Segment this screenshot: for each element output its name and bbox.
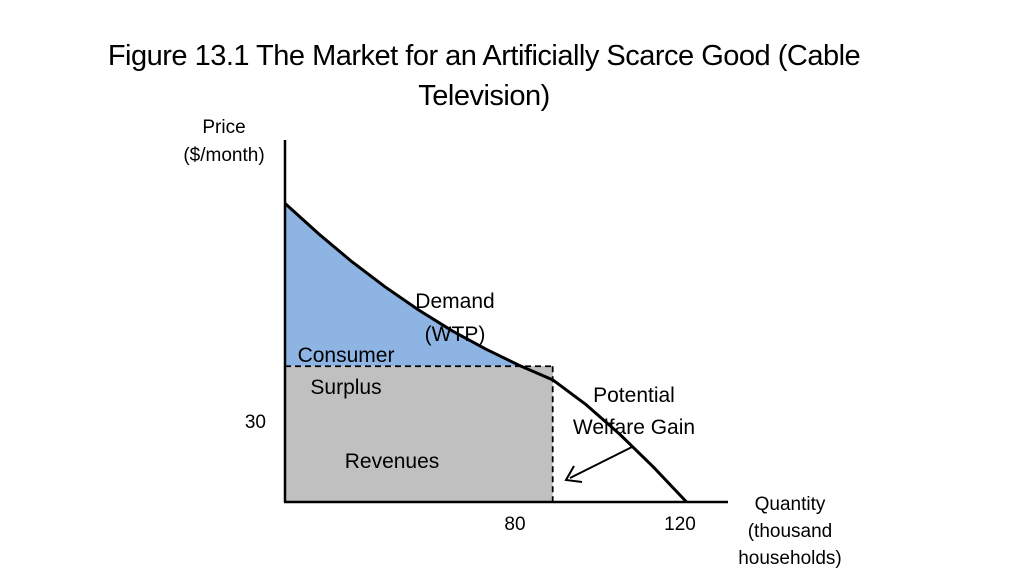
consumer-surplus-label-line-1: Consumer — [298, 344, 395, 367]
chart-regions — [285, 203, 554, 502]
x-tick-80: 80 — [504, 514, 525, 535]
welfare-gain-arrow-head — [564, 465, 583, 483]
title-line-1: Figure 13.1 The Market for an Artificial… — [107, 40, 861, 72]
welfare-gain-arrow-shaft — [569, 446, 633, 479]
demand-label-line-2: (WTP) — [425, 323, 486, 346]
consumer-surplus-label-line-2: Surplus — [310, 376, 381, 399]
welfare-gain-label-line-1: Potential — [593, 384, 675, 407]
welfare-gain-arrow — [564, 446, 633, 483]
chart-axes — [283, 140, 728, 504]
title-line-2: Television) — [418, 80, 550, 112]
welfare-gain-label-line-2: Welfare Gain — [573, 416, 695, 439]
x-axis-label-line-2: (thousand — [748, 521, 833, 542]
demand-label-line-1: Demand — [415, 290, 494, 313]
x-tick-120: 120 — [664, 514, 696, 535]
y-axis-label-line-1: Price — [202, 117, 245, 138]
slide-title: Figure 13.1 The Market for an Artificial… — [0, 36, 968, 116]
x-axis-label-line-1: Quantity — [755, 494, 826, 515]
demand-curve — [283, 202, 688, 504]
revenues-label: Revenues — [345, 450, 440, 473]
consumer-surplus-area — [285, 203, 553, 380]
revenues-area — [285, 366, 553, 502]
x-axis-label-line-3: households) — [738, 548, 842, 569]
chart-labels: Price ($/month) Quantity (thousand house… — [183, 117, 841, 569]
y-axis-label-line-2: ($/month) — [183, 145, 264, 166]
y-tick-30: 30 — [245, 412, 266, 433]
chart-curves — [283, 202, 688, 504]
